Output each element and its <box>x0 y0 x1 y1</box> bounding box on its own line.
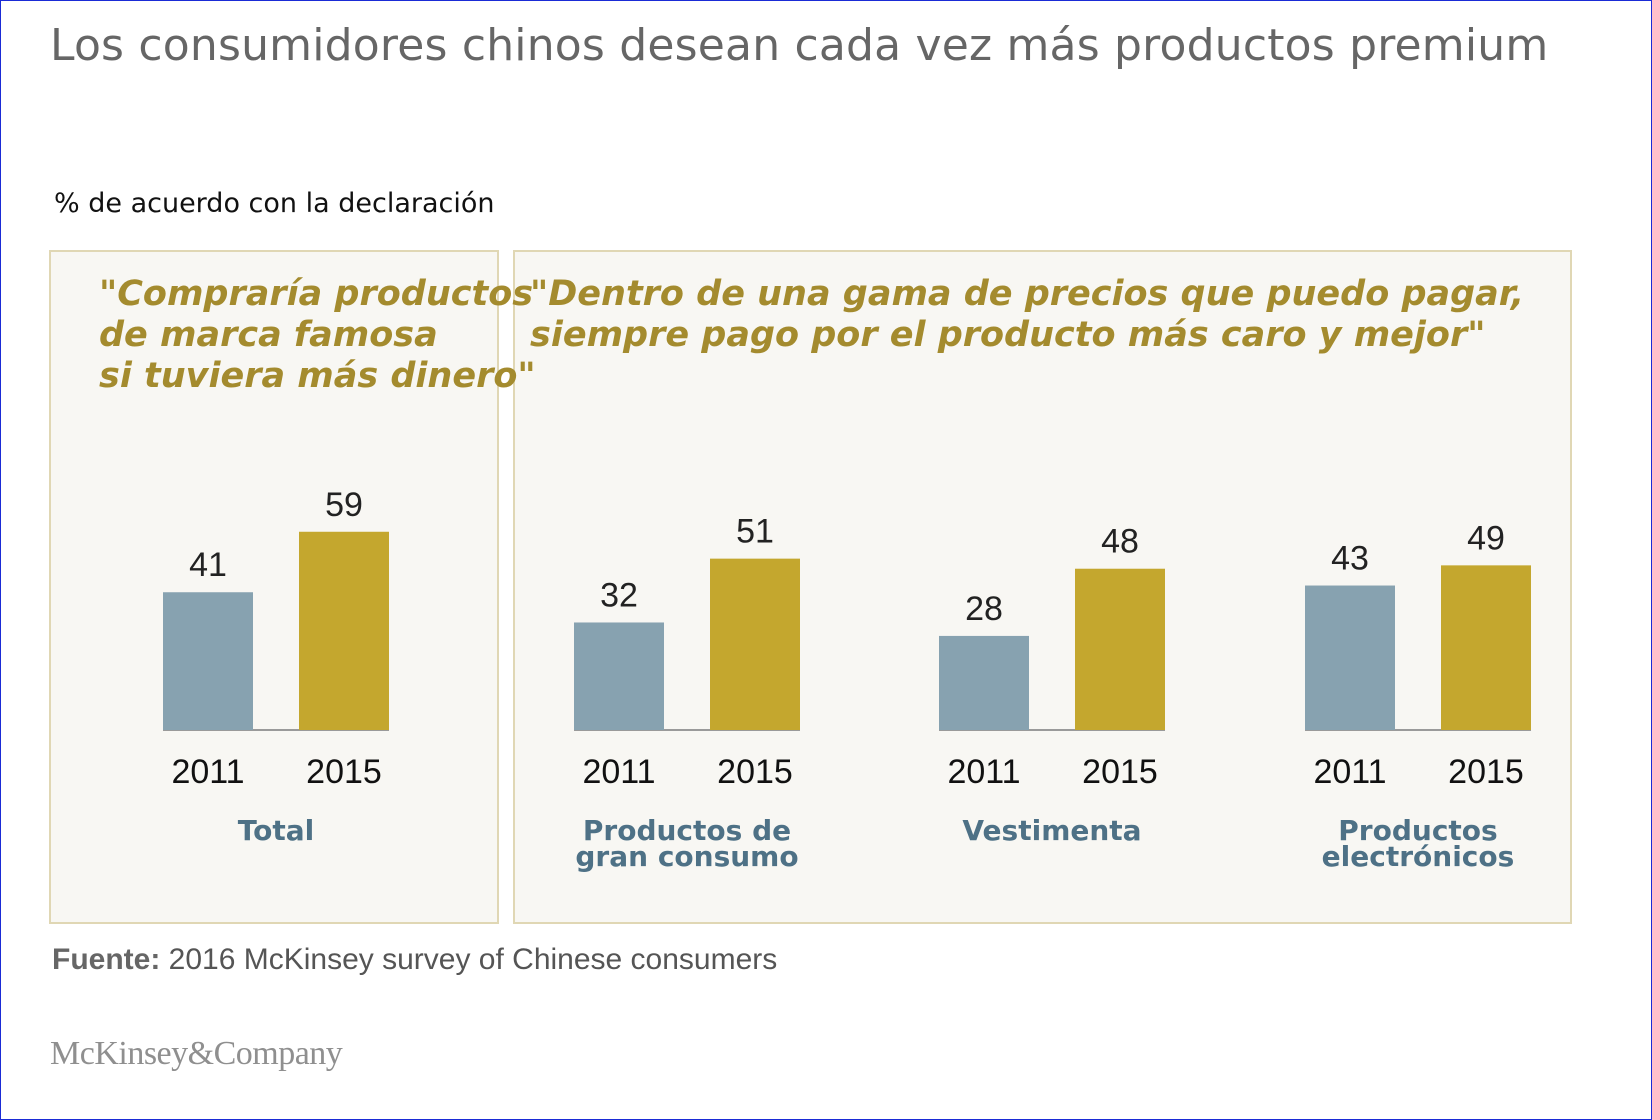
source-note: Fuente: 2016 McKinsey survey of Chinese … <box>52 943 777 977</box>
bar-2011-1 <box>574 622 664 730</box>
data-label-2011-1: 32 <box>600 576 638 614</box>
data-label-2011-0: 41 <box>189 546 227 584</box>
data-label-2011-2: 28 <box>965 590 1003 628</box>
data-label-2015-2: 48 <box>1101 523 1139 561</box>
source-text: 2016 McKinsey survey of Chinese consumer… <box>160 943 778 976</box>
data-label-2011-3: 43 <box>1331 540 1369 578</box>
year-tick-label-2015-3: 2015 <box>1448 753 1524 791</box>
quote-right: "Dentro de una gama de precios que puedo… <box>530 274 1525 355</box>
quote-left: "Compraría productos de marca famosa si … <box>99 274 536 396</box>
year-tick-label-2015-1: 2015 <box>717 753 793 791</box>
category-label-total: Total <box>237 814 315 847</box>
bar-2015-2 <box>1075 568 1165 730</box>
panel-categories <box>513 250 1572 924</box>
bar-2011-2 <box>939 635 1029 730</box>
year-tick-label-2011-1: 2011 <box>582 753 655 791</box>
year-tick-label-2011-3: 2011 <box>1313 753 1386 791</box>
year-tick-label-2011-0: 2011 <box>171 753 244 791</box>
category-label-consumer-goods: Productos de gran consumo <box>575 814 799 873</box>
data-label-2015-1: 51 <box>736 513 774 551</box>
panel-total <box>49 250 499 924</box>
year-tick-label-2015-2: 2015 <box>1082 753 1158 791</box>
bar-2015-0 <box>299 531 389 730</box>
bar-2011-3 <box>1305 585 1395 730</box>
category-label-electronics: Productos electrónicos <box>1321 814 1515 873</box>
bar-2015-3 <box>1441 565 1531 730</box>
data-label-2015-0: 59 <box>325 486 363 524</box>
category-label-apparel: Vestimenta <box>962 814 1142 847</box>
data-label-2015-3: 49 <box>1467 519 1505 557</box>
year-tick-label-2011-2: 2011 <box>947 753 1020 791</box>
year-tick-label-2015-0: 2015 <box>306 753 382 791</box>
source-label: Fuente: <box>52 943 161 976</box>
bar-2015-1 <box>710 558 800 730</box>
bar-2011-0 <box>163 592 253 730</box>
mckinsey-logo: McKinsey&Company <box>50 1035 343 1072</box>
chart-subtitle: % de acuerdo con la declaración <box>54 188 495 219</box>
chart-title: Los consumidores chinos desean cada vez … <box>50 20 1549 71</box>
